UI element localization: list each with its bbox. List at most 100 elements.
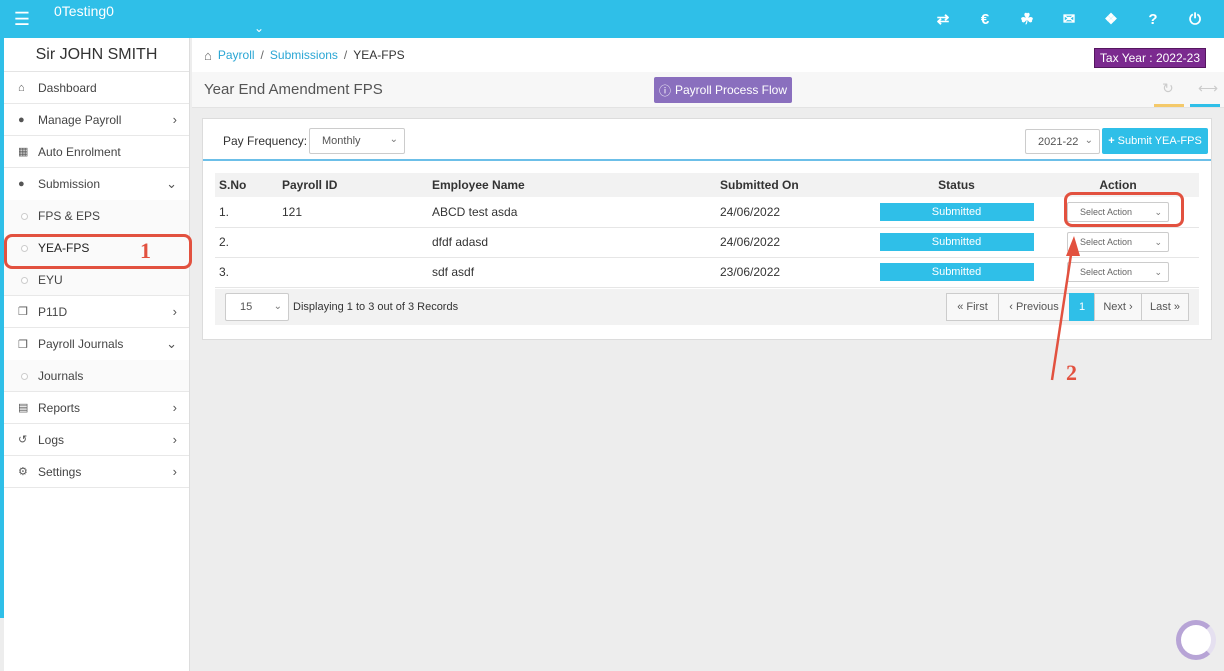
chevron-right-icon: ›	[172, 432, 177, 447]
sidebar-subitem-eyu[interactable]: EYU	[4, 264, 189, 296]
sidebar-item-label: Dashboard	[38, 80, 97, 95]
sidebar-subitem-label: FPS & EPS	[38, 209, 101, 223]
megaphone-icon[interactable]: ✉	[1062, 11, 1076, 28]
chevron-down-icon: ⌄	[273, 301, 282, 312]
cell-submitted-on: 24/06/2022	[716, 227, 876, 258]
grid-icon: ▦	[18, 146, 29, 158]
expand-icon[interactable]: ⟷	[1198, 80, 1219, 96]
pay-frequency-value: Monthly	[322, 135, 361, 147]
sidebar-item-settings[interactable]: ⚙ Settings ›	[4, 456, 189, 488]
tax-year-badge: Tax Year : 2022-23	[1093, 48, 1206, 68]
column-header-payroll-id: Payroll ID	[278, 173, 428, 197]
sidebar-subitem-journals[interactable]: Journals	[4, 360, 189, 392]
ticket-icon[interactable]: ❖	[1104, 11, 1118, 28]
per-page-value: 15	[240, 301, 253, 313]
chevron-down-icon[interactable]: ⌄	[254, 21, 265, 35]
action-select[interactable]: Select Action ⌄	[1067, 201, 1169, 222]
breadcrumb-current: YEA-FPS	[353, 48, 405, 62]
payroll-process-flow-button[interactable]: ⓘ Payroll Process Flow	[654, 77, 792, 103]
transfer-icon[interactable]: ⇄	[936, 11, 950, 28]
refresh-underline	[1154, 104, 1184, 107]
pager-next[interactable]: Next ›	[1094, 293, 1142, 321]
menu-icon[interactable]: ☰	[13, 8, 31, 29]
sidebar-item-logs[interactable]: ↺ Logs ›	[4, 424, 189, 456]
cell-sno: 2.	[215, 227, 278, 258]
content-card: Pay Frequency: Monthly ⌄ 2021-22 ⌄ + Sub…	[202, 118, 1212, 340]
sidebar-item-label: P11D	[38, 304, 68, 319]
sidebar-subitem-yea-fps[interactable]: YEA-FPS	[4, 232, 189, 264]
cell-sno: 3.	[215, 257, 278, 288]
chevron-right-icon: ›	[172, 464, 177, 479]
chevron-down-icon: ⌄	[1084, 135, 1093, 146]
annotation-number-1: 1	[140, 238, 151, 263]
action-select[interactable]: Select Action ⌄	[1067, 262, 1169, 282]
table-row: 1. 121 ABCD test asda 24/06/2022 Submitt…	[215, 197, 1199, 228]
power-icon[interactable]: ⏻	[1189, 10, 1201, 28]
submissions-table: S.No Payroll ID Employee Name Submitted …	[215, 173, 1199, 288]
title-bar: Year End Amendment FPS ⓘ Payroll Process…	[192, 72, 1224, 108]
users-icon[interactable]: ☘	[1020, 11, 1034, 28]
cell-sno: 1.	[215, 197, 278, 228]
chevron-down-icon: ⌄	[1154, 237, 1162, 247]
sidebar-item-payroll-journals[interactable]: ❐ Payroll Journals ⌄	[4, 328, 189, 360]
top-icons: ⇄ € ☘ ✉ ❖ ? ⏻	[922, 0, 1216, 38]
home-icon[interactable]: ⌂	[204, 47, 212, 63]
year-value: 2021-22	[1038, 135, 1079, 148]
sidebar-item-dashboard[interactable]: ⌂ Dashboard	[4, 72, 189, 104]
pager-previous[interactable]: ‹ Previous	[998, 293, 1070, 321]
plus-icon: +	[1108, 135, 1115, 147]
table-footer: 15 ⌄ Displaying 1 to 3 out of 3 Records …	[215, 289, 1199, 325]
status-badge: Submitted	[879, 233, 1034, 251]
cell-employee-name: ABCD test asda	[428, 197, 716, 228]
company-switcher[interactable]: 0Testing0 ⌄	[54, 3, 286, 35]
pager-page-1[interactable]: 1	[1069, 293, 1095, 321]
year-select[interactable]: 2021-22 ⌄	[1025, 129, 1100, 154]
brand-logo	[1176, 620, 1216, 660]
payroll-process-flow-label: Payroll Process Flow	[674, 83, 788, 97]
history-icon: ↺	[18, 434, 28, 446]
breadcrumb-submissions[interactable]: Submissions	[269, 48, 338, 62]
action-select-value: Select Action	[1080, 206, 1133, 217]
top-bar: ☰ 0Testing0 ⌄ ⇄ € ☘ ✉ ❖ ? ⏻	[0, 0, 1224, 38]
sidebar-item-label: Settings	[38, 464, 82, 479]
action-select-value: Select Action	[1080, 267, 1133, 277]
sidebar-item-auto-enrolment[interactable]: ▦ Auto Enrolment	[4, 136, 189, 168]
pay-frequency-select[interactable]: Monthly ⌄	[309, 128, 405, 154]
refresh-icon[interactable]: ↻	[1162, 80, 1174, 96]
copy-icon: ❐	[18, 338, 28, 351]
user-icon: ●	[18, 113, 25, 126]
user-name: Sir JOHN SMITH	[4, 38, 189, 72]
breadcrumb-payroll[interactable]: Payroll	[217, 48, 255, 62]
pager-last[interactable]: Last »	[1141, 293, 1189, 321]
status-badge: Submitted	[879, 202, 1034, 221]
chevron-right-icon: ›	[172, 400, 177, 415]
annotation-number-2: 2	[1066, 360, 1077, 385]
sidebar-item-label: Logs	[38, 432, 65, 447]
breadcrumb-separator: /	[343, 48, 348, 62]
currency-icon[interactable]: €	[980, 10, 990, 28]
chevron-down-icon: ⌄	[166, 176, 177, 191]
pager-first[interactable]: « First	[946, 293, 999, 321]
breadcrumb: ⌂ Payroll / Submissions / YEA-FPS Tax Ye…	[192, 38, 1224, 72]
sidebar-item-submission[interactable]: ● Submission ⌄	[4, 168, 189, 200]
sidebar-subitem-fps-eps[interactable]: FPS & EPS	[4, 200, 189, 232]
sidebar-item-reports[interactable]: ▤ Reports ›	[4, 392, 189, 424]
help-icon[interactable]: ?	[1148, 10, 1158, 28]
chevron-down-icon: ⌄	[389, 134, 398, 145]
chevron-right-icon: ›	[172, 112, 177, 127]
cell-payroll-id	[278, 227, 428, 258]
sidebar-item-p11d[interactable]: ❐ P11D ›	[4, 296, 189, 328]
info-icon: ⓘ	[658, 83, 671, 98]
accent-strip	[0, 38, 4, 618]
column-header-submitted-on: Submitted On	[716, 173, 876, 197]
per-page-select[interactable]: 15 ⌄	[225, 293, 289, 321]
sidebar-item-manage-payroll[interactable]: ● Manage Payroll ›	[4, 104, 189, 136]
home-icon: ⌂	[18, 81, 25, 94]
sidebar-item-label: Manage Payroll	[38, 112, 122, 127]
action-select[interactable]: Select Action ⌄	[1067, 232, 1169, 252]
pagination: « First ‹ Previous 1 Next › Last »	[946, 293, 1189, 321]
document-icon: ▤	[18, 402, 29, 414]
submit-yea-fps-button[interactable]: + Submit YEA-FPS	[1102, 128, 1208, 154]
table-header-row: S.No Payroll ID Employee Name Submitted …	[215, 173, 1199, 197]
pay-frequency-label: Pay Frequency:	[223, 134, 308, 148]
